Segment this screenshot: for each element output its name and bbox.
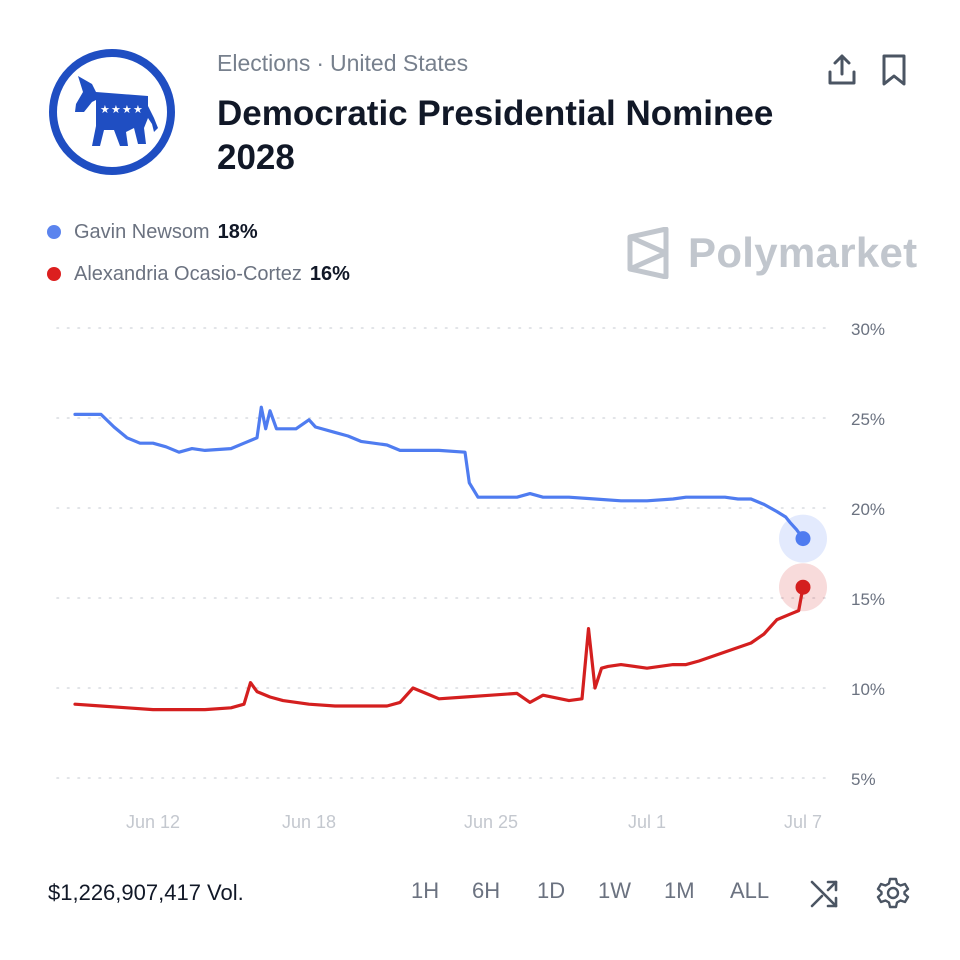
- legend-dot-newsom: [47, 225, 61, 239]
- price-chart[interactable]: 30% 25% 20% 15% 10% 5% Jun 12 Jun 18 Jun 25 Jul 1…: [0, 300, 960, 850]
- chart-footer: $1,226,907,417 Vol. 1H 6H 1D 1W 1M ALL: [0, 870, 960, 918]
- y-tick-label: 30%: [851, 320, 885, 339]
- series-line-newsom: [73, 405, 805, 541]
- polymarket-watermark: Polymarket: [626, 225, 917, 281]
- x-tick-label: Jul 7: [784, 812, 822, 832]
- legend-item-aoc[interactable]: Alexandria Ocasio-Cortez 16%: [47, 260, 350, 288]
- range-1w-button[interactable]: 1W: [598, 878, 631, 903]
- polymarket-logo-icon: [627, 227, 669, 279]
- y-tick-label: 5%: [851, 770, 876, 789]
- watermark-text: Polymarket: [688, 229, 918, 276]
- end-point-newsom: [795, 531, 811, 547]
- bookmark-icon[interactable]: [876, 52, 912, 88]
- svg-text:★: ★: [111, 103, 121, 116]
- range-1d-button[interactable]: 1D: [537, 878, 566, 903]
- legend-value: 18%: [217, 220, 258, 243]
- svg-text:★: ★: [122, 103, 132, 116]
- y-tick-label: 20%: [851, 500, 885, 519]
- settings-gear-icon[interactable]: [876, 876, 910, 910]
- range-6h-button[interactable]: 6H: [472, 878, 501, 903]
- breadcrumb-separator: ·: [316, 50, 324, 76]
- series-line-aoc: [73, 585, 805, 712]
- y-tick-label: 15%: [851, 590, 885, 609]
- breadcrumb-elections[interactable]: Elections: [217, 50, 311, 76]
- x-tick-label: Jun 25: [464, 812, 518, 832]
- legend-value: 16%: [309, 262, 350, 285]
- page-title: Democratic Presidential Nominee 2028: [217, 94, 774, 177]
- y-tick-label: 25%: [851, 410, 885, 429]
- svg-text:★: ★: [100, 103, 110, 116]
- end-point-aoc: [795, 579, 811, 595]
- volume-label: $1,226,907,417 Vol.: [48, 880, 244, 905]
- range-1h-button[interactable]: 1H: [411, 878, 440, 903]
- chart-legend: Gavin Newsom 18% Alexandria Ocasio-Corte…: [47, 218, 350, 302]
- legend-name: Gavin Newsom: [74, 220, 210, 243]
- svg-text:★: ★: [133, 103, 143, 116]
- breadcrumb: Elections · United States: [217, 50, 468, 77]
- legend-name: Alexandria Ocasio-Cortez: [74, 262, 302, 285]
- x-tick-label: Jun 12: [126, 812, 180, 832]
- share-upload-icon[interactable]: [824, 52, 860, 88]
- x-tick-label: Jun 18: [282, 812, 336, 832]
- range-1m-button[interactable]: 1M: [664, 878, 695, 903]
- y-tick-label: 10%: [851, 680, 885, 699]
- legend-item-newsom[interactable]: Gavin Newsom 18%: [47, 218, 350, 246]
- legend-dot-aoc: [47, 267, 61, 281]
- democratic-donkey-icon: ★ ★ ★ ★: [49, 49, 175, 175]
- x-tick-label: Jul 1: [628, 812, 666, 832]
- breadcrumb-united-states[interactable]: United States: [330, 50, 469, 76]
- range-all-button[interactable]: ALL: [730, 878, 770, 903]
- shuffle-icon[interactable]: [808, 876, 842, 910]
